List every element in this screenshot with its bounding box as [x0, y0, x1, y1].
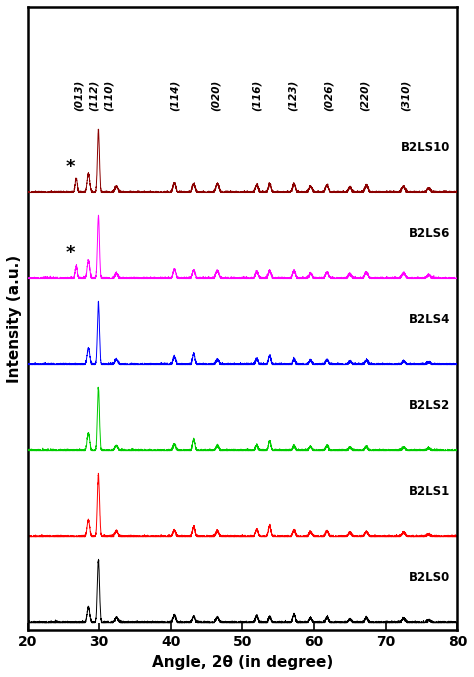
Text: (026): (026)	[323, 80, 333, 111]
Text: (116): (116)	[252, 80, 262, 111]
X-axis label: Angle, 2θ (in degree): Angle, 2θ (in degree)	[152, 655, 333, 670]
Text: *: *	[66, 158, 75, 176]
Text: *: *	[66, 244, 75, 262]
Text: (220): (220)	[359, 80, 369, 111]
Text: B2LS10: B2LS10	[401, 141, 450, 154]
Text: (013): (013)	[74, 80, 84, 111]
Text: (310): (310)	[401, 80, 411, 111]
Y-axis label: Intensity (a.u.): Intensity (a.u.)	[7, 255, 22, 383]
Text: B2LS4: B2LS4	[409, 313, 450, 326]
Text: (123): (123)	[288, 80, 298, 111]
Text: (110): (110)	[103, 80, 113, 111]
Text: B2LS6: B2LS6	[409, 227, 450, 240]
Text: (114): (114)	[169, 80, 179, 111]
Text: B2LS1: B2LS1	[409, 485, 450, 498]
Text: B2LS2: B2LS2	[409, 399, 450, 412]
Text: (112): (112)	[89, 80, 99, 111]
Text: (020): (020)	[211, 80, 221, 111]
Text: B2LS0: B2LS0	[409, 571, 450, 584]
